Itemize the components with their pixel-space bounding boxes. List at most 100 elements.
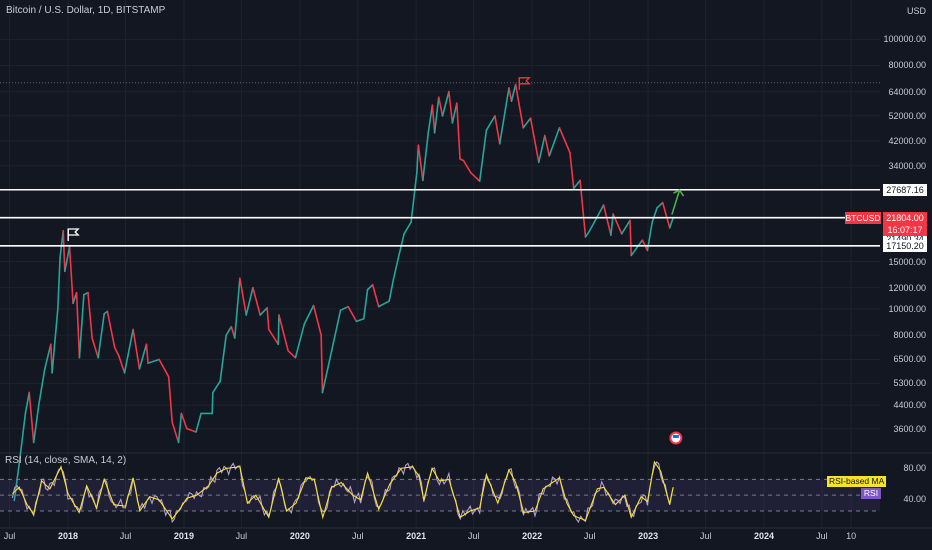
y-tick-label: 10000.00 (888, 304, 926, 314)
grid-lines (0, 0, 932, 529)
price-segment-104 (602, 204, 612, 236)
price-segment-50 (267, 328, 280, 346)
price-segment-102 (584, 229, 591, 238)
price-segment-85 (470, 171, 481, 182)
price-segment-96 (544, 134, 551, 157)
price-segment-59 (330, 309, 342, 352)
y-tick-label: 3600.00 (893, 423, 926, 434)
x-tick-label: Jul (816, 531, 828, 541)
price-segment-92 (514, 83, 525, 129)
y-tick-label: 34000.00 (888, 160, 926, 171)
price-segment-87 (485, 115, 496, 132)
price-segment-90 (508, 87, 513, 102)
price-segment-47 (252, 286, 261, 316)
y-tick-label: 6500.00 (893, 354, 926, 365)
annotations (67, 77, 685, 445)
price-segment-112 (651, 207, 658, 223)
price-tag-resistance: 27687.16 (883, 183, 927, 196)
price-segment-55 (303, 304, 315, 325)
x-tick-label: 2024 (754, 531, 775, 541)
price-segment-65 (371, 283, 380, 308)
price-segment-10 (57, 256, 61, 310)
symbol-tag: BTCUSD (845, 211, 881, 224)
price-segment-53 (287, 349, 297, 359)
price-segment-45 (239, 277, 248, 316)
price-segment-36 (186, 427, 197, 433)
price-segment-98 (558, 126, 571, 154)
x-tick-label: Jul (235, 531, 248, 541)
price-segment-49 (266, 307, 270, 331)
price-segment-20 (91, 337, 99, 359)
price-segment-89 (498, 87, 510, 145)
price-segment-95 (538, 134, 546, 164)
y-tick-label: 5300.00 (893, 378, 926, 389)
rsi-title: RSI (14, close, SMA, 14, 2) (5, 455, 127, 466)
x-tick-label: Jul (699, 531, 712, 541)
price-segment-27 (132, 328, 141, 370)
price-segment-34 (177, 412, 183, 444)
x-tick-label: Jul (3, 531, 16, 541)
price-segment-60 (339, 305, 349, 311)
price-segment-6 (37, 368, 46, 406)
price-segment-88 (494, 115, 501, 145)
price-segment-62 (355, 317, 365, 323)
last-price-tag: 21804.00 (883, 211, 927, 224)
price-segment-19 (87, 291, 93, 339)
price-segment-74 (422, 132, 430, 182)
price-segment-93 (522, 117, 532, 129)
price-segment-61 (347, 305, 358, 323)
price-segment-25 (118, 355, 126, 374)
up-arrow-icon (671, 189, 685, 215)
rsi-tick-40: 40.00 (903, 494, 926, 504)
price-segment-17 (78, 293, 85, 359)
price-segment-1 (13, 461, 21, 502)
price-segment-40 (212, 380, 221, 394)
price-segment-58 (321, 349, 333, 394)
price-segment-66 (377, 300, 390, 308)
arrow-shaft (671, 189, 681, 215)
price-segment-2 (18, 412, 27, 464)
price-segment-73 (417, 144, 424, 182)
price-segment-81 (451, 102, 458, 124)
price-segment-31 (158, 358, 170, 378)
price-segment-78 (437, 96, 444, 117)
price-segment-48 (259, 307, 268, 316)
x-tick-label: Jul (119, 531, 132, 541)
price-segment-70 (403, 221, 412, 235)
price-segment-71 (410, 171, 418, 223)
price-segment-76 (431, 104, 436, 134)
flag-cloth (518, 77, 531, 85)
rsi-pane (0, 460, 880, 524)
price-segment-24 (113, 346, 120, 357)
price-segment-39 (211, 391, 214, 415)
price-segment-101 (579, 179, 587, 238)
price-segment-33 (171, 421, 180, 444)
price-segment-7 (43, 343, 52, 370)
x-tick-label: 2018 (57, 531, 78, 541)
price-segment-44 (233, 277, 241, 339)
price-segment-114 (661, 201, 671, 229)
price-segment-75 (427, 104, 434, 134)
price-segment-109 (630, 239, 644, 257)
price-segment-91 (510, 83, 517, 102)
price-segment-37 (195, 412, 202, 433)
price-segment-57 (320, 334, 324, 394)
x-tick-label: Jul (583, 531, 596, 541)
y-tick-label: 52000.00 (888, 110, 926, 121)
horizontal-levels[interactable] (0, 188, 880, 247)
price-segment-29 (145, 343, 149, 364)
price-segment-72 (416, 144, 420, 174)
y-tick-label: 4400.00 (893, 400, 926, 411)
price-segment-82 (456, 102, 461, 160)
countdown-tag: 16:07:17 (883, 223, 927, 236)
price-segment-77 (433, 96, 440, 134)
price-segment-63 (362, 288, 369, 320)
price-segment-80 (448, 90, 454, 124)
price-segment-94 (529, 117, 540, 164)
price-segment-16 (75, 291, 81, 359)
price-segment-12 (62, 229, 66, 273)
price-segment-67 (388, 279, 395, 302)
price-segment-68 (392, 256, 400, 281)
x-tick-label: 2019 (173, 531, 194, 541)
